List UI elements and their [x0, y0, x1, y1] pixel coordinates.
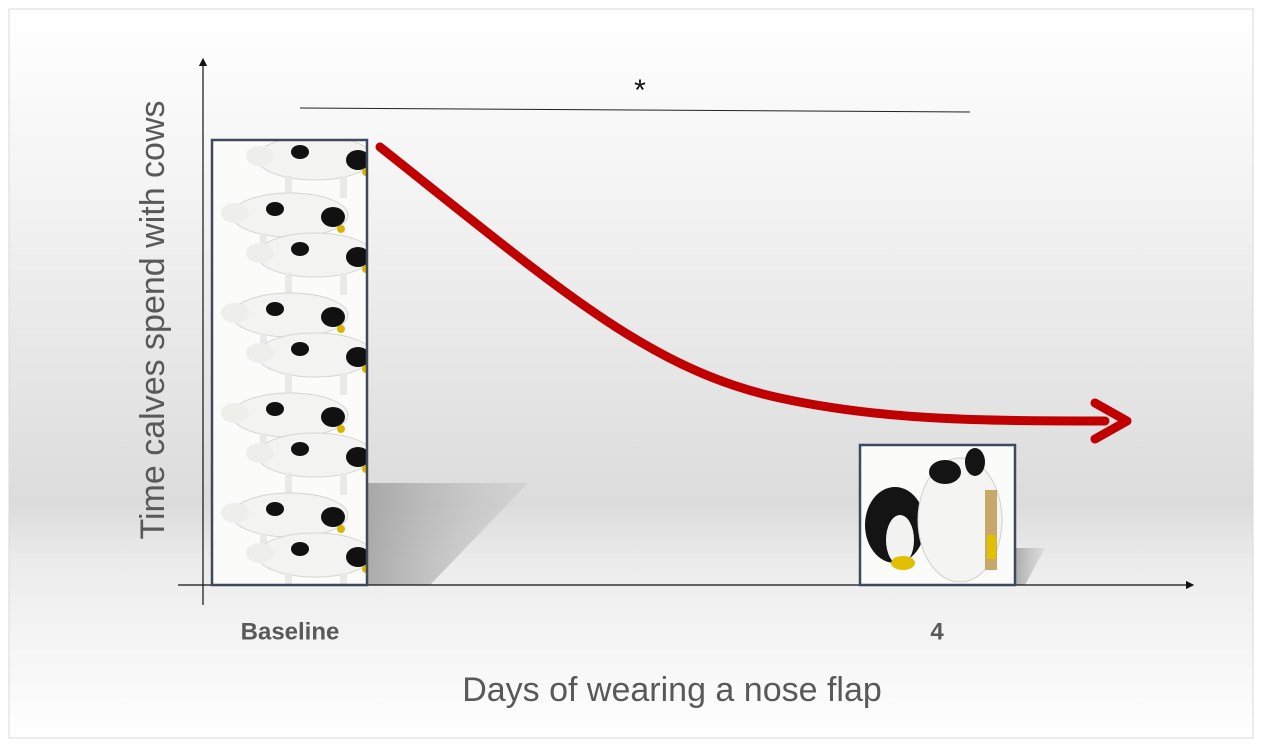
shadow	[367, 483, 528, 585]
baseline-picture	[210, 138, 369, 587]
x-axis-label: Days of wearing a nose flap	[462, 671, 882, 709]
significance-line	[299, 107, 971, 113]
y-axis-label: Time calves spend with cows	[134, 100, 172, 539]
category-label: Baseline	[241, 618, 340, 645]
trend-arrowhead	[1090, 398, 1132, 444]
trend-arrow	[375, 142, 1110, 426]
shadow	[1015, 548, 1045, 585]
day4-picture	[858, 443, 1017, 587]
background	[8, 8, 1254, 739]
category-label: 4	[930, 618, 944, 645]
significance-marker: *	[634, 74, 646, 107]
